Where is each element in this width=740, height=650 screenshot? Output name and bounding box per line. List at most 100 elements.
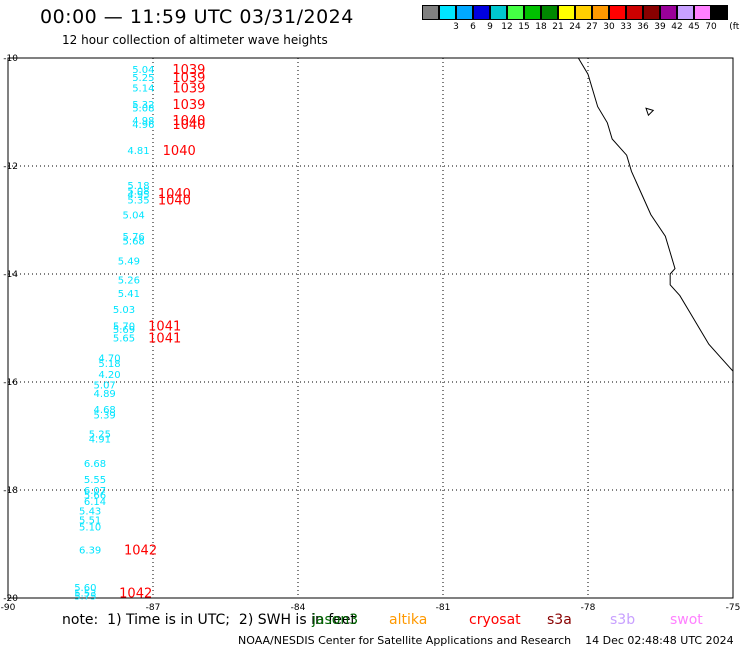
wave-height-value: 5.39 xyxy=(94,410,116,421)
color-scale-label: 21 xyxy=(552,22,564,32)
color-scale-label: 33 xyxy=(620,22,632,32)
pass-number-label: 1040 xyxy=(158,187,191,202)
color-scale-label: 36 xyxy=(637,22,649,32)
wave-height-value: 5.35 xyxy=(127,195,149,206)
wave-height-value: 5.10 xyxy=(79,523,101,534)
color-scale-swatch xyxy=(490,5,507,20)
wave-height-value: 5.25 xyxy=(132,73,154,84)
wave-height-value: 5.65 xyxy=(113,334,135,345)
pass-number-label: 1039 xyxy=(172,63,205,78)
color-scale-unit: (ft) xyxy=(729,22,740,32)
wave-height-value: 4.98 xyxy=(132,116,154,127)
wave-height-value: 5.75 xyxy=(74,591,96,602)
lon-tick-label: -81 xyxy=(436,603,451,613)
wave-height-value: 5.26 xyxy=(118,275,140,286)
wave-height-value: 5.08 xyxy=(127,186,149,197)
coastline-island xyxy=(645,107,655,117)
wave-height-value: 4.70 xyxy=(98,354,120,365)
color-scale-swatch xyxy=(609,5,626,20)
wave-height-value: 5.18 xyxy=(98,359,120,370)
footer-credit: NOAA/NESDIS Center for Satellite Applica… xyxy=(238,634,734,647)
pass-number-label: 1042 xyxy=(124,543,157,558)
pass-number-label: 1041 xyxy=(148,332,181,347)
color-scale-label: 70 xyxy=(705,22,717,32)
color-scale-swatch xyxy=(660,5,677,20)
wave-height-value: 4.95 xyxy=(127,190,149,201)
pass-number-label: 1040 xyxy=(172,118,205,133)
color-scale-label: 39 xyxy=(654,22,666,32)
wave-height-value: 6.07 xyxy=(84,486,106,497)
lat-tick-label: -20 xyxy=(3,594,18,604)
color-scale-swatch xyxy=(473,5,490,20)
lon-tick-label: -75 xyxy=(726,603,740,613)
color-scale-swatch xyxy=(626,5,643,20)
lat-tick-label: -16 xyxy=(3,378,18,388)
color-scale-swatch xyxy=(575,5,592,20)
wave-height-value: 5.14 xyxy=(132,84,154,95)
satellite-legend-altika: altika xyxy=(389,612,428,628)
color-scale-label: 27 xyxy=(586,22,598,32)
wave-height-value: 5.32 xyxy=(132,100,154,111)
wave-height-value: 5.49 xyxy=(118,257,140,268)
wave-height-value: 6.14 xyxy=(84,497,106,508)
wave-height-value: 5.18 xyxy=(127,181,149,192)
color-scale-label: 6 xyxy=(470,22,476,32)
color-scale-label: 30 xyxy=(603,22,615,32)
wave-height-value: 5.03 xyxy=(113,305,135,316)
color-scale-label: 3 xyxy=(453,22,459,32)
wave-height-value: 5.25 xyxy=(89,429,111,440)
color-scale-swatch xyxy=(524,5,541,20)
color-scale-swatch xyxy=(677,5,694,20)
color-scale-swatch xyxy=(541,5,558,20)
color-scale-swatch xyxy=(422,5,439,20)
wave-height-value: 4.96 xyxy=(132,120,154,131)
wave-height-value: 5.43 xyxy=(79,507,101,518)
pass-number-label: 1040 xyxy=(172,114,205,129)
color-scale-label: 42 xyxy=(671,22,683,32)
wave-height-value: 4.81 xyxy=(127,146,149,157)
color-scale-swatch xyxy=(558,5,575,20)
pass-number-label: 1041 xyxy=(148,319,181,334)
color-scale-label: 45 xyxy=(688,22,700,32)
pass-number-label: 1040 xyxy=(158,193,191,208)
wave-height-value: 5.55 xyxy=(84,475,106,486)
wave-height-value: 6.39 xyxy=(79,545,101,556)
wave-height-value: 5.51 xyxy=(79,516,101,527)
wave-height-value: 5.66 xyxy=(84,490,106,501)
lat-tick-label: -12 xyxy=(3,162,18,172)
color-scale-label: 12 xyxy=(501,22,513,32)
lon-tick-label: -87 xyxy=(146,603,161,613)
satellite-legend-cryosat: cryosat xyxy=(469,612,521,628)
wave-height-value: 6.68 xyxy=(84,459,106,470)
lon-tick-label: -78 xyxy=(581,603,596,613)
wave-height-value: 5.53 xyxy=(74,589,96,600)
color-scale-label: 24 xyxy=(569,22,581,32)
pass-number-label: 1039 xyxy=(172,98,205,113)
satellite-legend-s3a: s3a xyxy=(547,612,572,628)
wave-height-value: 5.76 xyxy=(123,232,145,243)
color-scale-label: 18 xyxy=(535,22,547,32)
color-scale-swatch xyxy=(592,5,609,20)
wave-height-value: 5.08 xyxy=(132,104,154,115)
satellite-legend-jason3: jason3 xyxy=(312,612,359,628)
lat-tick-label: -10 xyxy=(3,54,18,64)
lon-tick-label: -84 xyxy=(291,603,306,613)
wave-height-value: 4.91 xyxy=(89,435,111,446)
wave-height-value: 5.60 xyxy=(74,583,96,594)
lon-tick-label: -90 xyxy=(1,603,16,613)
wave-height-value: 4.89 xyxy=(94,389,116,400)
color-scale-swatch xyxy=(439,5,456,20)
page-subtitle: 12 hour collection of altimeter wave hei… xyxy=(62,33,328,47)
map-frame xyxy=(7,57,734,599)
wave-height-value: 5.07 xyxy=(94,381,116,392)
color-scale-swatch xyxy=(711,5,728,20)
color-scale-swatch xyxy=(507,5,524,20)
lat-tick-label: -18 xyxy=(3,486,18,496)
wave-height-value: 4.20 xyxy=(98,370,120,381)
color-scale-label: 15 xyxy=(518,22,530,32)
wave-height-value: 5.69 xyxy=(113,325,135,336)
color-scale-swatch xyxy=(694,5,711,20)
pass-number-label: 1039 xyxy=(172,82,205,97)
pass-number-label: 1040 xyxy=(163,144,196,159)
